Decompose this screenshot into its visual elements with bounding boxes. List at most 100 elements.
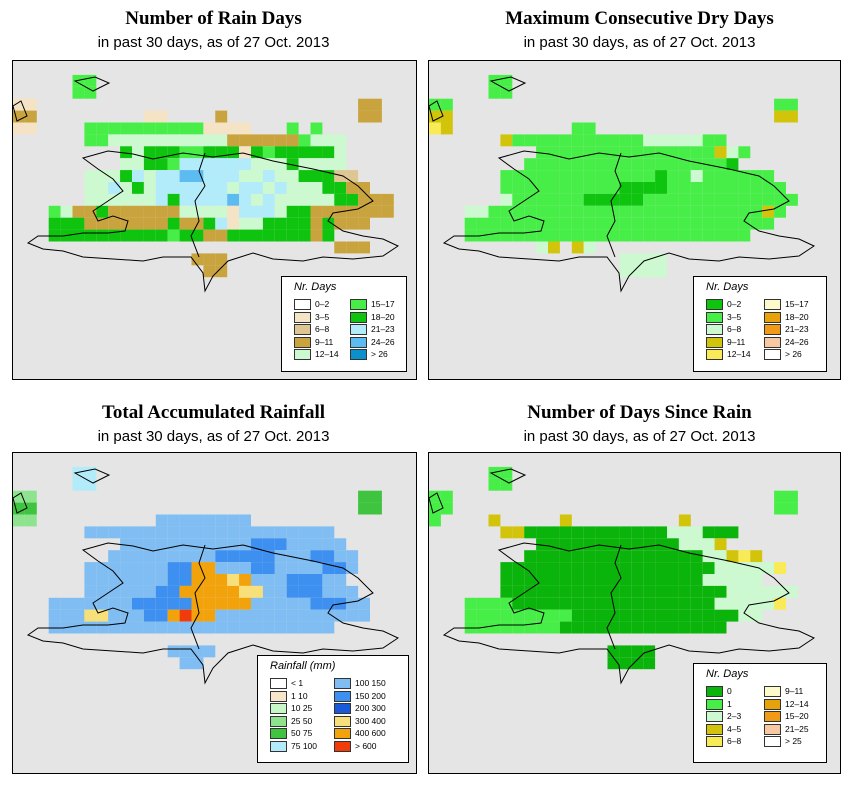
grid-cell xyxy=(524,621,537,634)
grid-cell xyxy=(726,170,739,182)
grid-cell xyxy=(179,217,192,230)
grid-cell xyxy=(108,609,121,622)
grid-cell xyxy=(274,574,287,586)
grid-cell xyxy=(96,574,109,586)
grid-cell xyxy=(227,597,240,610)
grid-cell xyxy=(774,182,786,194)
grid-cell xyxy=(655,609,667,622)
grid-cell xyxy=(286,609,299,622)
legend-label: 6–8 xyxy=(727,324,742,334)
grid-cell xyxy=(559,193,572,206)
grid-cell xyxy=(120,562,132,574)
grid-cell xyxy=(738,182,751,194)
grid-cell xyxy=(215,538,228,551)
grid-cell xyxy=(191,514,204,527)
grid-cell xyxy=(96,170,109,182)
grid-cell xyxy=(108,134,121,147)
grid-cell xyxy=(191,229,204,242)
grid-cell xyxy=(215,122,228,135)
grid-cell xyxy=(298,134,311,147)
grid-cell xyxy=(429,502,441,515)
grid-cell xyxy=(358,110,370,123)
grid-cell xyxy=(191,562,204,574)
grid-cell xyxy=(595,621,608,634)
grid-cell xyxy=(631,550,644,563)
grid-cell xyxy=(548,146,560,159)
grid-cell xyxy=(167,170,180,182)
grid-cell xyxy=(179,134,192,147)
grid-cell xyxy=(678,550,691,563)
grid-cell xyxy=(167,609,180,622)
grid-cell xyxy=(774,562,786,574)
island-outline xyxy=(26,150,400,293)
grid-cell xyxy=(690,585,703,598)
grid-cell xyxy=(726,597,739,610)
grid-cell xyxy=(571,229,584,242)
grid-cell xyxy=(274,597,287,610)
grid-cell xyxy=(571,122,584,135)
grid-cell xyxy=(310,526,323,539)
grid-cell xyxy=(690,574,703,586)
grid-cell xyxy=(48,609,61,622)
grid-cell xyxy=(251,182,263,194)
grid-cell xyxy=(108,597,121,610)
grid-cell xyxy=(678,182,691,194)
grid-cell xyxy=(429,98,441,111)
grid-cell xyxy=(548,158,560,171)
grid-cell xyxy=(750,550,763,563)
grid-cell xyxy=(619,170,632,182)
grid-cell xyxy=(203,182,216,194)
legend-label: 3–5 xyxy=(315,311,330,322)
grid-cell xyxy=(132,182,144,194)
grid-cell xyxy=(595,550,608,563)
grid-cell xyxy=(786,98,798,111)
grid-cell xyxy=(524,229,537,242)
grid-cell xyxy=(583,134,596,147)
grid-cell xyxy=(643,158,656,171)
grid-cell xyxy=(251,574,263,586)
grid-cell xyxy=(227,170,240,182)
legend-swatch xyxy=(764,299,781,310)
grid-cell xyxy=(203,526,216,539)
grid-cell xyxy=(143,562,156,574)
grid-cell xyxy=(108,550,121,563)
grid-cell xyxy=(310,562,323,574)
grid-cell xyxy=(155,217,168,230)
grid-cell xyxy=(690,538,703,551)
grid-cell xyxy=(96,526,109,539)
grid-cell xyxy=(358,490,370,503)
grid-cell xyxy=(251,597,263,610)
grid-cell xyxy=(619,585,632,598)
grid-cell xyxy=(322,609,335,622)
grid-cell xyxy=(262,550,275,563)
grid-cell xyxy=(690,550,703,563)
grid-cell xyxy=(96,182,109,194)
grid-cell xyxy=(370,193,382,206)
grid-cell xyxy=(571,134,584,147)
grid-cell xyxy=(595,526,608,539)
grid-cell xyxy=(155,526,168,539)
grid-cell xyxy=(488,229,501,242)
grid-cell xyxy=(72,621,85,634)
grid-cell xyxy=(298,574,311,586)
grid-cell xyxy=(595,182,608,194)
grid-cell xyxy=(571,609,584,622)
grid-cell xyxy=(262,597,275,610)
grid-cell xyxy=(346,193,359,206)
grid-cell xyxy=(203,253,216,266)
grid-cell xyxy=(286,562,299,574)
grid-cell xyxy=(500,134,513,147)
grid-cell xyxy=(310,574,323,586)
grid-cell xyxy=(667,158,679,171)
grid-cell xyxy=(536,158,548,171)
grid-cell xyxy=(274,526,287,539)
grid-cell xyxy=(179,229,192,242)
grid-cell xyxy=(227,538,240,551)
grid-cell xyxy=(155,158,168,171)
grid-cell xyxy=(322,585,335,598)
grid-cell xyxy=(120,609,132,622)
grid-cell xyxy=(239,621,251,634)
grid-cell xyxy=(714,621,727,634)
grid-cell xyxy=(322,193,335,206)
grid-cell xyxy=(655,158,667,171)
